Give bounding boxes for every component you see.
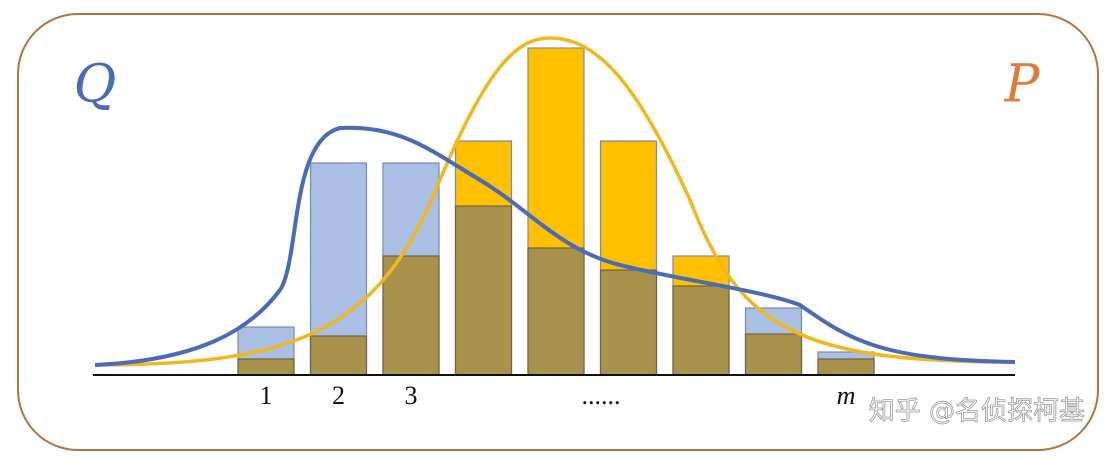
legend-q: Q — [74, 55, 117, 115]
x-tick-label: 3 — [405, 381, 418, 410]
bars — [237, 47, 875, 376]
overlap-bar — [744, 333, 803, 376]
overlap-bar — [599, 269, 658, 376]
overlap-bar — [817, 358, 875, 376]
overlap-bar — [309, 335, 368, 376]
x-tick-label: ...... — [582, 381, 621, 410]
watermark: 知乎 @名侦探柯基 — [869, 397, 1085, 427]
overlap-bar — [527, 247, 585, 376]
legend-p: P — [1004, 55, 1041, 115]
overlap-bar — [237, 358, 295, 376]
overlap-bar — [672, 285, 730, 376]
x-tick-label: m — [837, 381, 856, 410]
overlap-bar — [454, 205, 513, 376]
x-tick-label: 1 — [260, 381, 273, 410]
x-tick-label: 2 — [332, 381, 345, 410]
frame — [17, 13, 1099, 451]
q-curve — [94, 125, 1016, 367]
p-curve — [94, 36, 1016, 367]
overlap-bar — [382, 255, 440, 376]
